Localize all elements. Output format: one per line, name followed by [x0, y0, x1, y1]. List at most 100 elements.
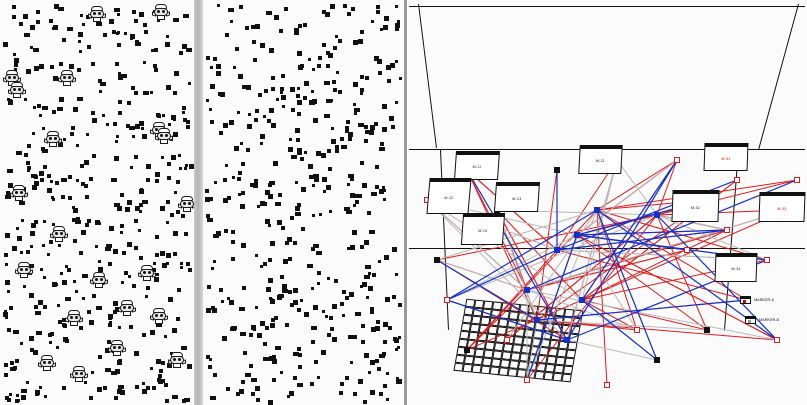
agent-sprite[interactable] [138, 265, 156, 281]
obstacle-point [225, 164, 229, 168]
room-box-6[interactable]: M-14 [460, 213, 506, 245]
agent-sprite[interactable] [178, 196, 194, 212]
room-box-4[interactable]: M-12 [426, 178, 472, 214]
agent-sprite[interactable] [38, 355, 56, 371]
network-node[interactable] [554, 167, 560, 173]
network-node[interactable] [684, 247, 690, 253]
obstacle-point [246, 84, 252, 90]
network-node[interactable] [774, 337, 780, 343]
obstacle-point [42, 149, 49, 154]
obstacle-point [102, 113, 106, 117]
network-node[interactable] [764, 257, 770, 263]
network-node[interactable] [579, 297, 585, 303]
obstacle-point [71, 217, 76, 222]
obstacle-point [321, 42, 326, 47]
obstacle-point [223, 198, 229, 204]
network-node[interactable] [524, 287, 530, 293]
obstacle-point [264, 190, 270, 196]
obstacle-point [385, 64, 391, 70]
network-node[interactable] [504, 337, 510, 343]
perspective-network-panel[interactable]: M-11 M-21 M-31 M-12 M-13 M-14 M-32 M-33 M-34 MAR… [407, 0, 807, 405]
agent-sprite[interactable] [118, 300, 136, 316]
room-box-3[interactable]: M-31 [703, 143, 749, 171]
obstacle-point [133, 154, 138, 159]
agent-scatter-right-panel[interactable] [203, 0, 404, 405]
agent-sprite[interactable] [44, 131, 62, 147]
obstacle-point [78, 251, 83, 256]
network-node[interactable] [654, 212, 660, 218]
agent-sprite[interactable] [70, 366, 88, 382]
obstacle-point [278, 28, 283, 33]
network-node[interactable] [574, 232, 580, 238]
agent-sprite[interactable] [152, 4, 170, 20]
agent-sprite[interactable] [15, 262, 33, 278]
room-box-8[interactable]: M-33 [758, 192, 806, 222]
network-node[interactable] [794, 177, 800, 183]
obstacle-point [297, 86, 300, 90]
agent-sprite[interactable] [150, 308, 168, 324]
obstacle-point [48, 333, 52, 338]
obstacle-point [151, 48, 154, 52]
room-box-5[interactable]: M-13 [493, 182, 541, 212]
agent-sprite[interactable] [65, 310, 83, 326]
agent-scatter-left-panel[interactable] [0, 0, 194, 405]
obstacle-point [375, 165, 380, 170]
obstacle-point [238, 170, 243, 175]
obstacle-point [332, 304, 338, 310]
room-box-2[interactable]: M-21 [578, 145, 623, 174]
obstacle-point [60, 178, 67, 183]
obstacle-point [240, 161, 245, 166]
network-edge [656, 159, 678, 216]
agent-sprite[interactable] [90, 272, 108, 288]
obstacle-point [23, 32, 30, 37]
obstacle-point [367, 211, 372, 216]
network-node[interactable] [654, 357, 660, 363]
network-node[interactable] [434, 257, 440, 263]
agent-sprite[interactable] [88, 6, 106, 22]
network-node[interactable] [704, 327, 710, 333]
obstacle-point [311, 340, 316, 345]
agent-sprite[interactable] [10, 185, 28, 201]
obstacle-point [120, 230, 124, 234]
agent-sprite[interactable] [58, 70, 76, 86]
obstacle-point [130, 86, 135, 91]
agent-sprite[interactable] [155, 128, 173, 144]
room-box-7[interactable]: M-32 [671, 190, 720, 222]
obstacle-point [188, 163, 194, 169]
network-node[interactable] [524, 377, 530, 383]
network-node[interactable] [734, 177, 740, 183]
agent-sprite[interactable] [8, 82, 26, 98]
network-node[interactable] [594, 207, 600, 213]
network-node[interactable] [444, 297, 450, 303]
network-node[interactable] [534, 317, 540, 323]
obstacle-point [313, 304, 319, 310]
network-node[interactable] [724, 227, 730, 233]
obstacle-point [114, 8, 121, 13]
obstacle-point [292, 376, 297, 381]
agent-sprite[interactable] [168, 352, 186, 368]
obstacle-point [255, 385, 261, 391]
room-box-label: M-11 [472, 165, 482, 169]
network-node[interactable] [674, 157, 680, 163]
network-edge [581, 229, 728, 301]
obstacle-point [226, 387, 231, 392]
agent-sprite[interactable] [108, 340, 126, 356]
room-box-9[interactable]: M-34 [714, 253, 758, 282]
network-node[interactable] [634, 327, 640, 333]
obstacle-point [249, 183, 254, 188]
network-node[interactable] [604, 382, 610, 388]
obstacle-point [8, 393, 12, 397]
room-box-1[interactable]: M-11 [453, 151, 501, 180]
network-node[interactable] [564, 337, 570, 343]
obstacle-point [105, 246, 112, 251]
obstacle-point [353, 39, 359, 45]
obstacle-point [6, 190, 11, 195]
agent-sprite[interactable] [50, 226, 68, 242]
obstacle-point [29, 231, 35, 237]
obstacle-point [320, 350, 326, 356]
obstacle-point [255, 398, 260, 403]
obstacle-point [321, 10, 326, 15]
network-node[interactable] [464, 347, 470, 353]
network-node[interactable] [554, 247, 560, 253]
obstacle-point [23, 14, 29, 20]
